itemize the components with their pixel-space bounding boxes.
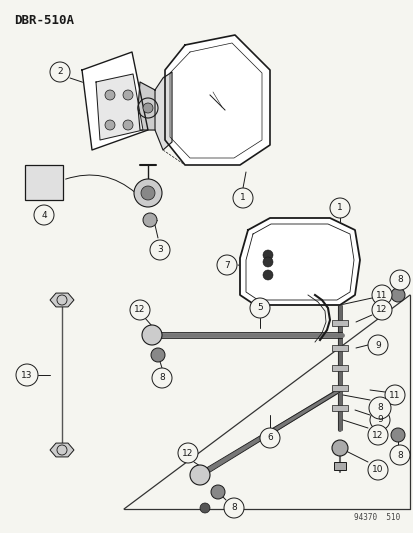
Circle shape (123, 90, 133, 100)
Circle shape (152, 368, 171, 388)
Text: 12: 12 (371, 431, 383, 440)
Circle shape (249, 298, 269, 318)
Circle shape (371, 300, 391, 320)
Circle shape (389, 270, 409, 290)
Text: 8: 8 (376, 403, 382, 413)
Polygon shape (82, 52, 147, 150)
Circle shape (371, 285, 391, 305)
Circle shape (142, 325, 161, 345)
FancyBboxPatch shape (333, 462, 345, 470)
Circle shape (389, 445, 409, 465)
Circle shape (141, 186, 154, 200)
Circle shape (178, 443, 197, 463)
Polygon shape (50, 443, 74, 457)
Circle shape (369, 410, 389, 430)
Text: 1: 1 (336, 204, 342, 213)
Circle shape (390, 428, 404, 442)
Circle shape (390, 288, 404, 302)
Circle shape (223, 498, 243, 518)
Text: 4: 4 (41, 211, 47, 220)
Circle shape (16, 364, 38, 386)
Circle shape (259, 428, 279, 448)
Polygon shape (138, 82, 154, 130)
Text: 8: 8 (396, 450, 402, 459)
Circle shape (151, 348, 165, 362)
Polygon shape (50, 293, 74, 307)
Circle shape (368, 397, 390, 419)
Text: 12: 12 (134, 305, 145, 314)
Circle shape (216, 255, 236, 275)
Text: 1: 1 (240, 193, 245, 203)
Text: 12: 12 (182, 448, 193, 457)
Text: 8: 8 (396, 276, 402, 285)
Text: DBR-510A: DBR-510A (14, 14, 74, 27)
FancyBboxPatch shape (25, 165, 63, 200)
Circle shape (384, 385, 404, 405)
Polygon shape (165, 35, 269, 165)
Circle shape (134, 179, 161, 207)
Circle shape (50, 62, 70, 82)
Text: 8: 8 (159, 374, 164, 383)
Text: 8: 8 (230, 504, 236, 513)
FancyBboxPatch shape (331, 320, 347, 326)
Text: 3: 3 (157, 246, 162, 254)
Circle shape (233, 188, 252, 208)
Circle shape (142, 103, 153, 113)
Circle shape (199, 503, 209, 513)
Circle shape (130, 300, 150, 320)
Circle shape (329, 198, 349, 218)
Circle shape (262, 270, 272, 280)
Circle shape (262, 250, 272, 260)
Circle shape (105, 120, 115, 130)
FancyBboxPatch shape (331, 345, 347, 351)
Text: 11: 11 (375, 290, 387, 300)
Circle shape (150, 240, 170, 260)
Text: 10: 10 (371, 465, 383, 474)
Circle shape (262, 257, 272, 267)
Circle shape (190, 465, 209, 485)
Text: 13: 13 (21, 370, 33, 379)
Circle shape (367, 335, 387, 355)
Text: 12: 12 (375, 305, 387, 314)
Text: 6: 6 (266, 433, 272, 442)
Circle shape (123, 120, 133, 130)
Circle shape (142, 213, 157, 227)
FancyBboxPatch shape (331, 405, 347, 411)
FancyBboxPatch shape (331, 385, 347, 391)
Text: 11: 11 (388, 391, 400, 400)
Circle shape (367, 425, 387, 445)
Polygon shape (240, 218, 359, 305)
Text: 7: 7 (223, 261, 229, 270)
Text: 5: 5 (256, 303, 262, 312)
Text: 9: 9 (376, 416, 382, 424)
Text: 2: 2 (57, 68, 63, 77)
Circle shape (34, 205, 54, 225)
FancyBboxPatch shape (331, 365, 347, 371)
Circle shape (367, 460, 387, 480)
Text: 9: 9 (374, 341, 380, 350)
Circle shape (105, 90, 115, 100)
Circle shape (331, 440, 347, 456)
Circle shape (211, 485, 224, 499)
Text: 94370  510: 94370 510 (353, 513, 399, 522)
Polygon shape (96, 74, 142, 140)
Polygon shape (154, 72, 171, 150)
